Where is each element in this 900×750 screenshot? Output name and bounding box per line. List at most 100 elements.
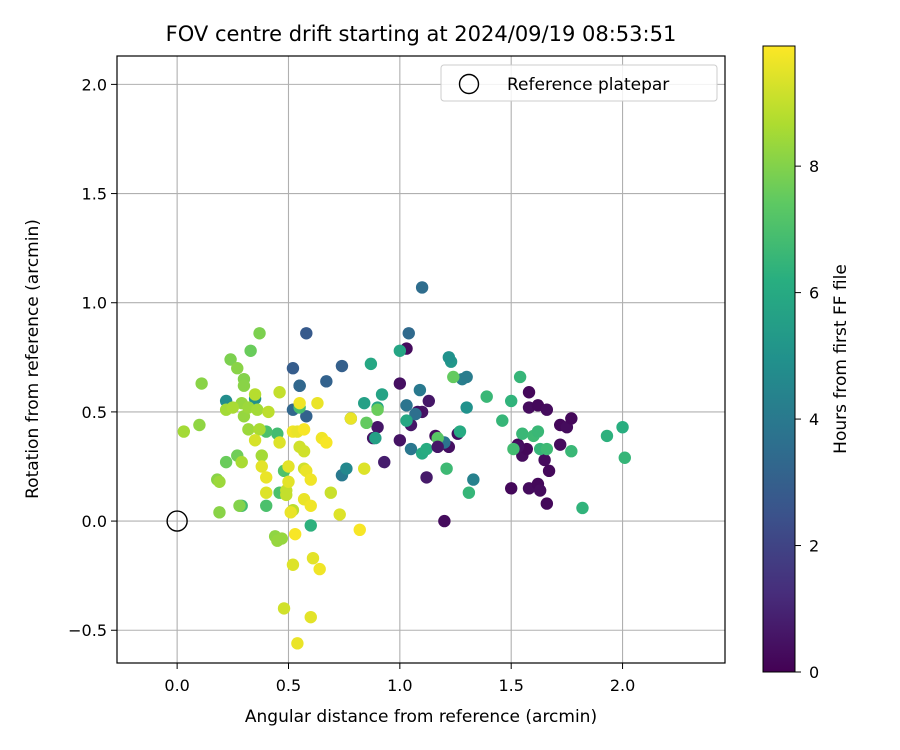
- colorbar-gradient: [762, 45, 796, 673]
- plot-frame: [116, 55, 726, 664]
- data-point: [226, 401, 240, 414]
- x-tick-label: 1.5: [498, 676, 523, 695]
- y-axis-ticks: −0.5 0.0 0.5 1.0 1.5 2.0: [68, 75, 117, 640]
- data-point: [297, 423, 311, 436]
- data-point: [213, 506, 226, 519]
- data-point: [273, 386, 286, 399]
- data-point: [304, 519, 317, 532]
- data-point: [538, 453, 551, 467]
- legend-box: [440, 64, 718, 102]
- data-point: [313, 562, 326, 576]
- data-point: [286, 558, 300, 571]
- data-point: [553, 438, 567, 451]
- data-point: [540, 403, 554, 416]
- data-point: [195, 377, 208, 390]
- data-point: [522, 386, 536, 399]
- data-point: [255, 460, 268, 473]
- y-tick-label: −0.5: [68, 621, 107, 640]
- data-point: [297, 445, 311, 458]
- grid-lines: [117, 56, 725, 663]
- data-point: [413, 383, 427, 397]
- data-point: [260, 499, 273, 512]
- data-point: [282, 475, 295, 488]
- data-point: [460, 370, 473, 384]
- data-point: [460, 401, 473, 414]
- data-point: [507, 442, 520, 456]
- data-point: [293, 379, 306, 392]
- data-point: [306, 551, 320, 565]
- data-point: [358, 396, 371, 410]
- y-tick-label: 1.5: [82, 185, 107, 204]
- y-tick-label: 1.0: [82, 294, 107, 313]
- colorbar-tick-label: 0: [809, 663, 819, 682]
- data-point: [251, 403, 264, 416]
- data-point: [467, 473, 480, 486]
- colorbar-tick-label: 2: [809, 537, 819, 556]
- data-point: [453, 425, 467, 438]
- colorbar-label: Hours from first FF file: [831, 264, 851, 454]
- data-point: [333, 508, 346, 521]
- x-tick-label: 0.0: [164, 676, 189, 695]
- data-point: [320, 375, 333, 388]
- data-point: [504, 394, 518, 408]
- data-point: [260, 471, 273, 484]
- data-point: [358, 462, 371, 475]
- data-point: [340, 462, 353, 475]
- data-point: [540, 497, 554, 510]
- chart-title: FOV centre drift starting at 2024/09/19 …: [166, 22, 677, 46]
- colorbar-tick-label: 6: [809, 284, 819, 303]
- legend-label: Reference platepar: [507, 75, 669, 95]
- data-point: [618, 451, 631, 464]
- data-point: [496, 414, 509, 427]
- data-point: [224, 353, 237, 366]
- data-point: [335, 359, 349, 373]
- data-point: [533, 484, 547, 497]
- data-point: [253, 423, 266, 436]
- data-point: [447, 370, 460, 384]
- x-axis-ticks: 0.0 0.5 1.0 1.5 2.0: [164, 663, 635, 695]
- data-point: [480, 390, 493, 403]
- data-point: [409, 407, 422, 421]
- data-point: [531, 425, 545, 438]
- data-point: [213, 475, 226, 488]
- data-point: [516, 427, 529, 440]
- data-point: [400, 414, 413, 427]
- data-point: [344, 412, 358, 425]
- data-point: [576, 501, 589, 515]
- data-point: [438, 514, 451, 528]
- y-tick-label: 0.0: [82, 512, 107, 531]
- data-point: [282, 460, 295, 473]
- y-axis-label: Rotation from reference (arcmin): [23, 219, 43, 499]
- data-point: [255, 449, 268, 462]
- data-point: [248, 388, 262, 401]
- data-point: [300, 327, 313, 340]
- y-tick-label: 0.5: [82, 403, 107, 422]
- data-point: [420, 442, 433, 456]
- data-point: [304, 499, 317, 512]
- y-tick-label: 2.0: [82, 75, 107, 94]
- x-axis-label: Angular distance from reference (arcmin): [245, 707, 597, 727]
- data-point: [273, 436, 286, 449]
- x-tick-label: 0.5: [276, 676, 301, 695]
- colorbar-tick-label: 8: [809, 157, 819, 176]
- data-point: [237, 379, 251, 392]
- data-point: [277, 602, 291, 615]
- data-point: [420, 471, 433, 484]
- colorbar: 0 2 4 6 8 Hours from first FF file: [762, 45, 851, 682]
- data-point: [504, 482, 518, 495]
- data-point: [431, 440, 444, 454]
- data-point: [262, 405, 275, 419]
- data-point: [393, 377, 407, 390]
- reference-point-marker: [166, 510, 188, 532]
- data-point: [253, 327, 266, 340]
- data-points: [177, 281, 631, 650]
- data-point: [304, 473, 317, 486]
- x-tick-label: 1.0: [387, 676, 412, 695]
- data-point: [300, 410, 313, 423]
- data-point: [462, 486, 476, 499]
- data-point: [280, 488, 293, 502]
- data-point: [431, 431, 444, 445]
- data-point: [291, 637, 304, 650]
- data-point: [360, 416, 373, 430]
